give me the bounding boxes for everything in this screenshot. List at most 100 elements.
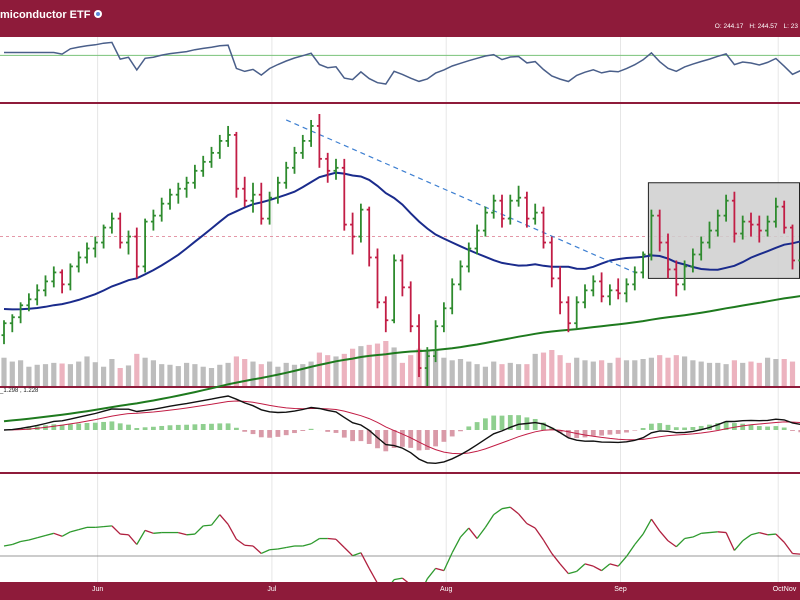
macd-histogram-bar — [673, 427, 679, 430]
volume-bar — [109, 359, 115, 386]
volume-bar — [283, 362, 289, 386]
macd-histogram-bar — [657, 423, 663, 430]
momentum-segment — [391, 579, 395, 582]
volume-bar — [125, 365, 132, 386]
momentum-segment — [451, 536, 462, 554]
volume-bar — [159, 364, 165, 386]
momentum-segment — [53, 532, 63, 537]
ohlc-bar — [391, 254, 397, 324]
ohlc-bar — [150, 209, 156, 231]
momentum-segment — [592, 565, 602, 572]
x-tick-label: Sep — [614, 586, 627, 593]
momentum-segment — [650, 518, 661, 532]
volume-bar — [466, 361, 472, 386]
momentum-segment — [111, 525, 121, 535]
ohlc-bar — [34, 284, 40, 306]
macd-histogram-bar — [51, 424, 57, 430]
ohlc-bar — [316, 114, 322, 168]
volume-bar — [217, 364, 223, 386]
volume-bar — [250, 361, 256, 386]
momentum-segment — [95, 525, 104, 528]
macd-histogram-bar — [756, 426, 762, 430]
ohlc-high: H: 244.57 — [749, 23, 778, 30]
volume-bar — [18, 360, 24, 386]
volume-bar — [333, 356, 339, 386]
momentum-segment — [460, 527, 470, 538]
macd-histogram-bar — [300, 430, 306, 431]
ohlc-bar — [333, 158, 339, 180]
momentum-segment — [601, 563, 611, 572]
volume-bar — [632, 360, 638, 386]
momentum-segment — [617, 556, 627, 567]
momentum-segment — [78, 526, 88, 531]
momentum-segment — [144, 529, 154, 534]
macd-histogram-bar — [682, 427, 687, 430]
ohlc-bar — [275, 176, 281, 204]
momentum-segment — [625, 544, 636, 557]
momentum-segment — [659, 530, 669, 542]
momentum-segment — [484, 514, 495, 528]
volume-bar — [756, 362, 762, 386]
ohlc-bar — [723, 194, 729, 222]
momentum-segment — [609, 563, 619, 567]
macd-histogram-bar — [126, 424, 131, 430]
macd-histogram-bar — [499, 415, 505, 430]
macd-histogram-bar — [424, 430, 430, 450]
volume-bar — [673, 355, 679, 386]
volume-bar — [607, 362, 613, 386]
volume-bar — [408, 355, 414, 386]
ohlc-bar — [441, 302, 447, 333]
volume-bar — [208, 368, 215, 386]
ohlc-bar — [283, 161, 289, 189]
momentum-segment — [425, 578, 428, 582]
macd-histogram-bar — [209, 423, 214, 430]
momentum-segment — [352, 552, 362, 557]
ohlc-bar — [599, 272, 605, 303]
volume-bar — [789, 361, 796, 386]
momentum-segment — [642, 518, 652, 535]
macd-histogram-bar — [690, 427, 696, 430]
macd-histogram-bar — [566, 430, 571, 438]
ohlc-readout: O: 244.17 H: 244.57 L: 23 — [709, 23, 798, 30]
volume-bar — [433, 350, 439, 386]
macd-signal-line — [3, 400, 800, 455]
macd-histogram-bar — [400, 430, 405, 447]
ohlc-bar — [449, 278, 455, 315]
momentum-segment — [476, 526, 486, 539]
volume-bar — [474, 364, 480, 386]
price-chart[interactable] — [0, 34, 800, 582]
momentum-segment — [327, 537, 337, 540]
volume-bar — [690, 360, 696, 386]
macd-histogram-bar — [275, 430, 281, 437]
ohlc-bar — [466, 242, 472, 273]
volume-bar — [233, 356, 239, 386]
volume-bar — [366, 344, 372, 386]
ohlc-bar — [773, 197, 779, 228]
momentum-segment — [709, 531, 718, 534]
ohlc-bar — [765, 215, 771, 237]
ohlc-bar — [175, 182, 181, 204]
macd-histogram-bar — [449, 430, 455, 437]
macd-label: _1.298 , 1.228 — [0, 388, 39, 394]
macd-histogram-bar — [458, 430, 463, 432]
ohlc-bar — [225, 125, 231, 147]
volume-bar — [457, 359, 464, 386]
info-icon[interactable] — [94, 10, 103, 18]
ohlc-bar — [350, 212, 356, 255]
macd-histogram-bar — [250, 430, 256, 435]
momentum-segment — [750, 531, 760, 536]
momentum-panel — [0, 474, 800, 582]
volume-bar — [482, 366, 488, 386]
macd-histogram-bar — [765, 426, 770, 430]
volume-bar — [524, 364, 530, 386]
momentum-segment — [103, 525, 112, 528]
volume-bar — [350, 348, 356, 386]
ohlc-bar — [18, 302, 24, 324]
ohlc-bar — [200, 155, 206, 177]
momentum-segment — [70, 528, 79, 533]
volume-bar — [491, 361, 497, 386]
volume-bar — [26, 366, 32, 386]
volume-bar — [42, 364, 49, 386]
volume-bar — [623, 360, 630, 386]
macd-histogram-bar — [507, 415, 513, 430]
